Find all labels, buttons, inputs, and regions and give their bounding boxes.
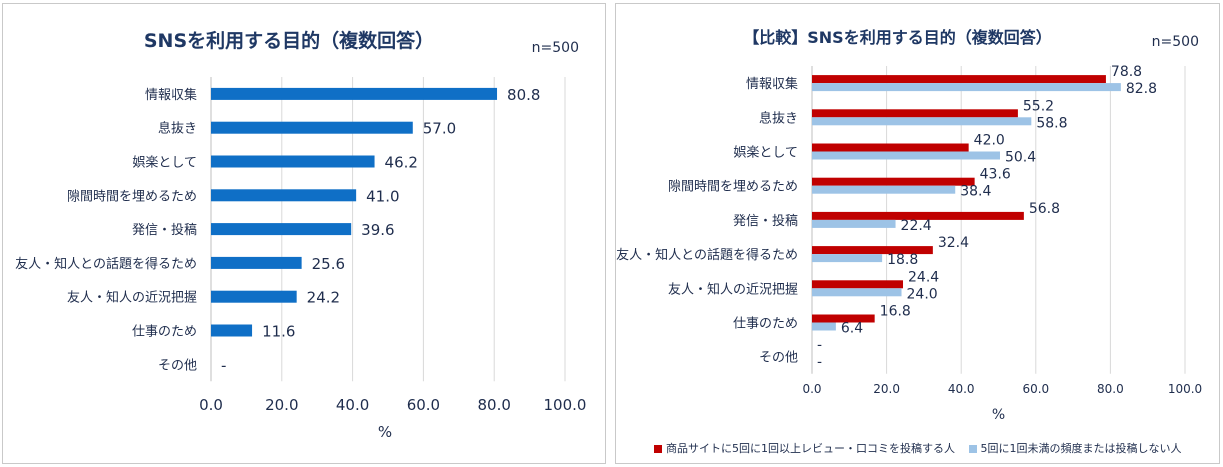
right-bar-series-2 — [812, 254, 883, 263]
right-category-label: 仕事のため — [733, 317, 798, 332]
right-bar-series-2 — [812, 288, 902, 297]
left-category-label: 息抜き — [158, 121, 197, 137]
right-bar-series-2 — [812, 117, 1032, 126]
right-value-label-series-1: 24.4 — [908, 269, 939, 285]
right-chart-title: 【比較】SNSを利用する目的（複数回答） — [743, 28, 1052, 47]
right-category-label: 情報収集 — [746, 76, 798, 92]
left-value-label: 41.0 — [366, 187, 399, 205]
left-category-label: 仕事のため — [132, 325, 197, 340]
right-x-axis-label: % — [992, 407, 1005, 423]
right-x-tick-label: 60.0 — [1022, 382, 1049, 396]
right-bar-series-1 — [812, 109, 1018, 118]
right-value-label-series-1: 32.4 — [938, 235, 969, 251]
right-category-label: その他 — [759, 351, 798, 366]
left-value-label: 80.8 — [507, 86, 540, 104]
legend-label-series-1: 商品サイトに5回に1回以上レビュー・口コミを投稿する人 — [666, 442, 955, 455]
left-value-label: 24.2 — [307, 289, 340, 307]
left-category-label: 発信・投稿 — [132, 222, 197, 238]
left-bar — [211, 155, 375, 168]
right-x-tick-label: 100.0 — [1168, 382, 1202, 396]
right-value-label-series-1: 43.6 — [980, 167, 1011, 183]
left-x-tick-label: 60.0 — [407, 396, 440, 414]
right-value-label-series-2: 24.0 — [907, 286, 938, 302]
right-category-label: 娯楽として — [733, 145, 798, 161]
right-bar-series-2 — [812, 83, 1121, 92]
left-bar — [211, 87, 498, 100]
left-bar — [211, 256, 302, 269]
legend-item-series-2: 5回に1回未満の頻度または投稿しない人 — [968, 442, 1182, 455]
legend-swatch-series-1 — [654, 445, 662, 453]
left-bar — [211, 324, 253, 337]
left-category-label: 隙間時間を埋めるため — [67, 189, 197, 204]
left-category-label: その他 — [158, 358, 197, 373]
right-category-label: 発信・投稿 — [733, 213, 798, 229]
left-chart-title: SNSを利用する目的（複数回答） — [143, 30, 435, 52]
right-value-label-series-1: 55.2 — [1023, 98, 1054, 114]
right-bar-series-1 — [812, 246, 933, 255]
left-bar — [211, 223, 352, 236]
right-bar-series-1 — [812, 177, 975, 186]
left-category-label: 娯楽として — [132, 155, 197, 171]
left-value-label: - — [221, 356, 226, 374]
right-value-label-series-2: 50.4 — [1005, 150, 1036, 166]
left-value-label: 39.6 — [361, 221, 394, 239]
legend-label-series-2: 5回に1回未満の頻度または投稿しない人 — [980, 442, 1182, 455]
right-category-label: 友人・知人の近況把握 — [668, 281, 798, 297]
right-bar-series-1 — [812, 211, 1024, 220]
left-x-tick-label: 40.0 — [336, 396, 369, 414]
left-x-tick-label: 20.0 — [265, 396, 298, 414]
right-value-label-series-1: 78.8 — [1111, 64, 1142, 80]
left-bar — [211, 290, 297, 303]
right-bar-series-2 — [812, 151, 1000, 160]
right-sample-size: n=500 — [1151, 34, 1199, 50]
right-x-tick-label: 20.0 — [873, 382, 900, 396]
right-category-label: 隙間時間を埋めるため — [668, 180, 798, 195]
right-value-label-series-1: 42.0 — [974, 133, 1005, 149]
left-value-label: 46.2 — [385, 154, 418, 172]
left-bar — [211, 189, 357, 202]
left-x-tick-label: 80.0 — [477, 396, 510, 414]
right-chart-legend: 商品サイトに5回に1回以上レビュー・口コミを投稿する人 5回に1回未満の頻度また… — [654, 440, 1192, 456]
right-value-label-series-1: 16.8 — [880, 304, 911, 320]
right-value-label-series-2: 58.8 — [1036, 115, 1067, 131]
right-x-tick-label: 0.0 — [802, 382, 821, 396]
right-value-label-series-2: - — [817, 355, 822, 371]
right-category-label: 友人・知人との話題を得るため — [616, 247, 798, 263]
right-value-label-series-2: 22.4 — [901, 218, 932, 234]
right-value-label-series-2: 6.4 — [841, 321, 863, 337]
left-category-label: 友人・知人の近況把握 — [67, 290, 197, 306]
right-bar-series-1 — [812, 314, 875, 323]
right-value-label-series-2: 82.8 — [1126, 81, 1157, 97]
left-bar — [211, 121, 413, 134]
left-sample-size: n=500 — [531, 40, 579, 56]
right-bar-series-1 — [812, 280, 904, 289]
left-value-label: 57.0 — [423, 120, 456, 138]
left-x-tick-label: 100.0 — [544, 396, 587, 414]
left-category-label: 情報収集 — [145, 87, 197, 103]
right-x-tick-label: 80.0 — [1097, 382, 1124, 396]
right-category-label: 息抜き — [759, 110, 798, 126]
left-value-label: 25.6 — [312, 255, 345, 273]
legend-swatch-series-2 — [968, 445, 977, 453]
right-value-label-series-1: 56.8 — [1029, 201, 1060, 217]
right-bar-series-2 — [812, 185, 956, 194]
right-value-label-series-2: 38.4 — [960, 184, 991, 200]
left-x-axis-label: % — [378, 423, 392, 441]
right-bar-series-2 — [812, 219, 896, 228]
legend-item-series-1: 商品サイトに5回に1回以上レビュー・口コミを投稿する人 — [654, 442, 955, 455]
left-value-label: 11.6 — [262, 323, 295, 341]
right-value-label-series-1: - — [817, 338, 822, 354]
left-x-tick-label: 0.0 — [199, 396, 223, 414]
left-category-label: 友人・知人との話題を得るため — [15, 256, 197, 272]
right-bar-series-1 — [812, 143, 969, 152]
right-bar-series-1 — [812, 75, 1106, 84]
right-value-label-series-2: 18.8 — [887, 252, 918, 268]
right-x-tick-label: 40.0 — [948, 382, 975, 396]
right-bar-series-2 — [812, 322, 836, 331]
